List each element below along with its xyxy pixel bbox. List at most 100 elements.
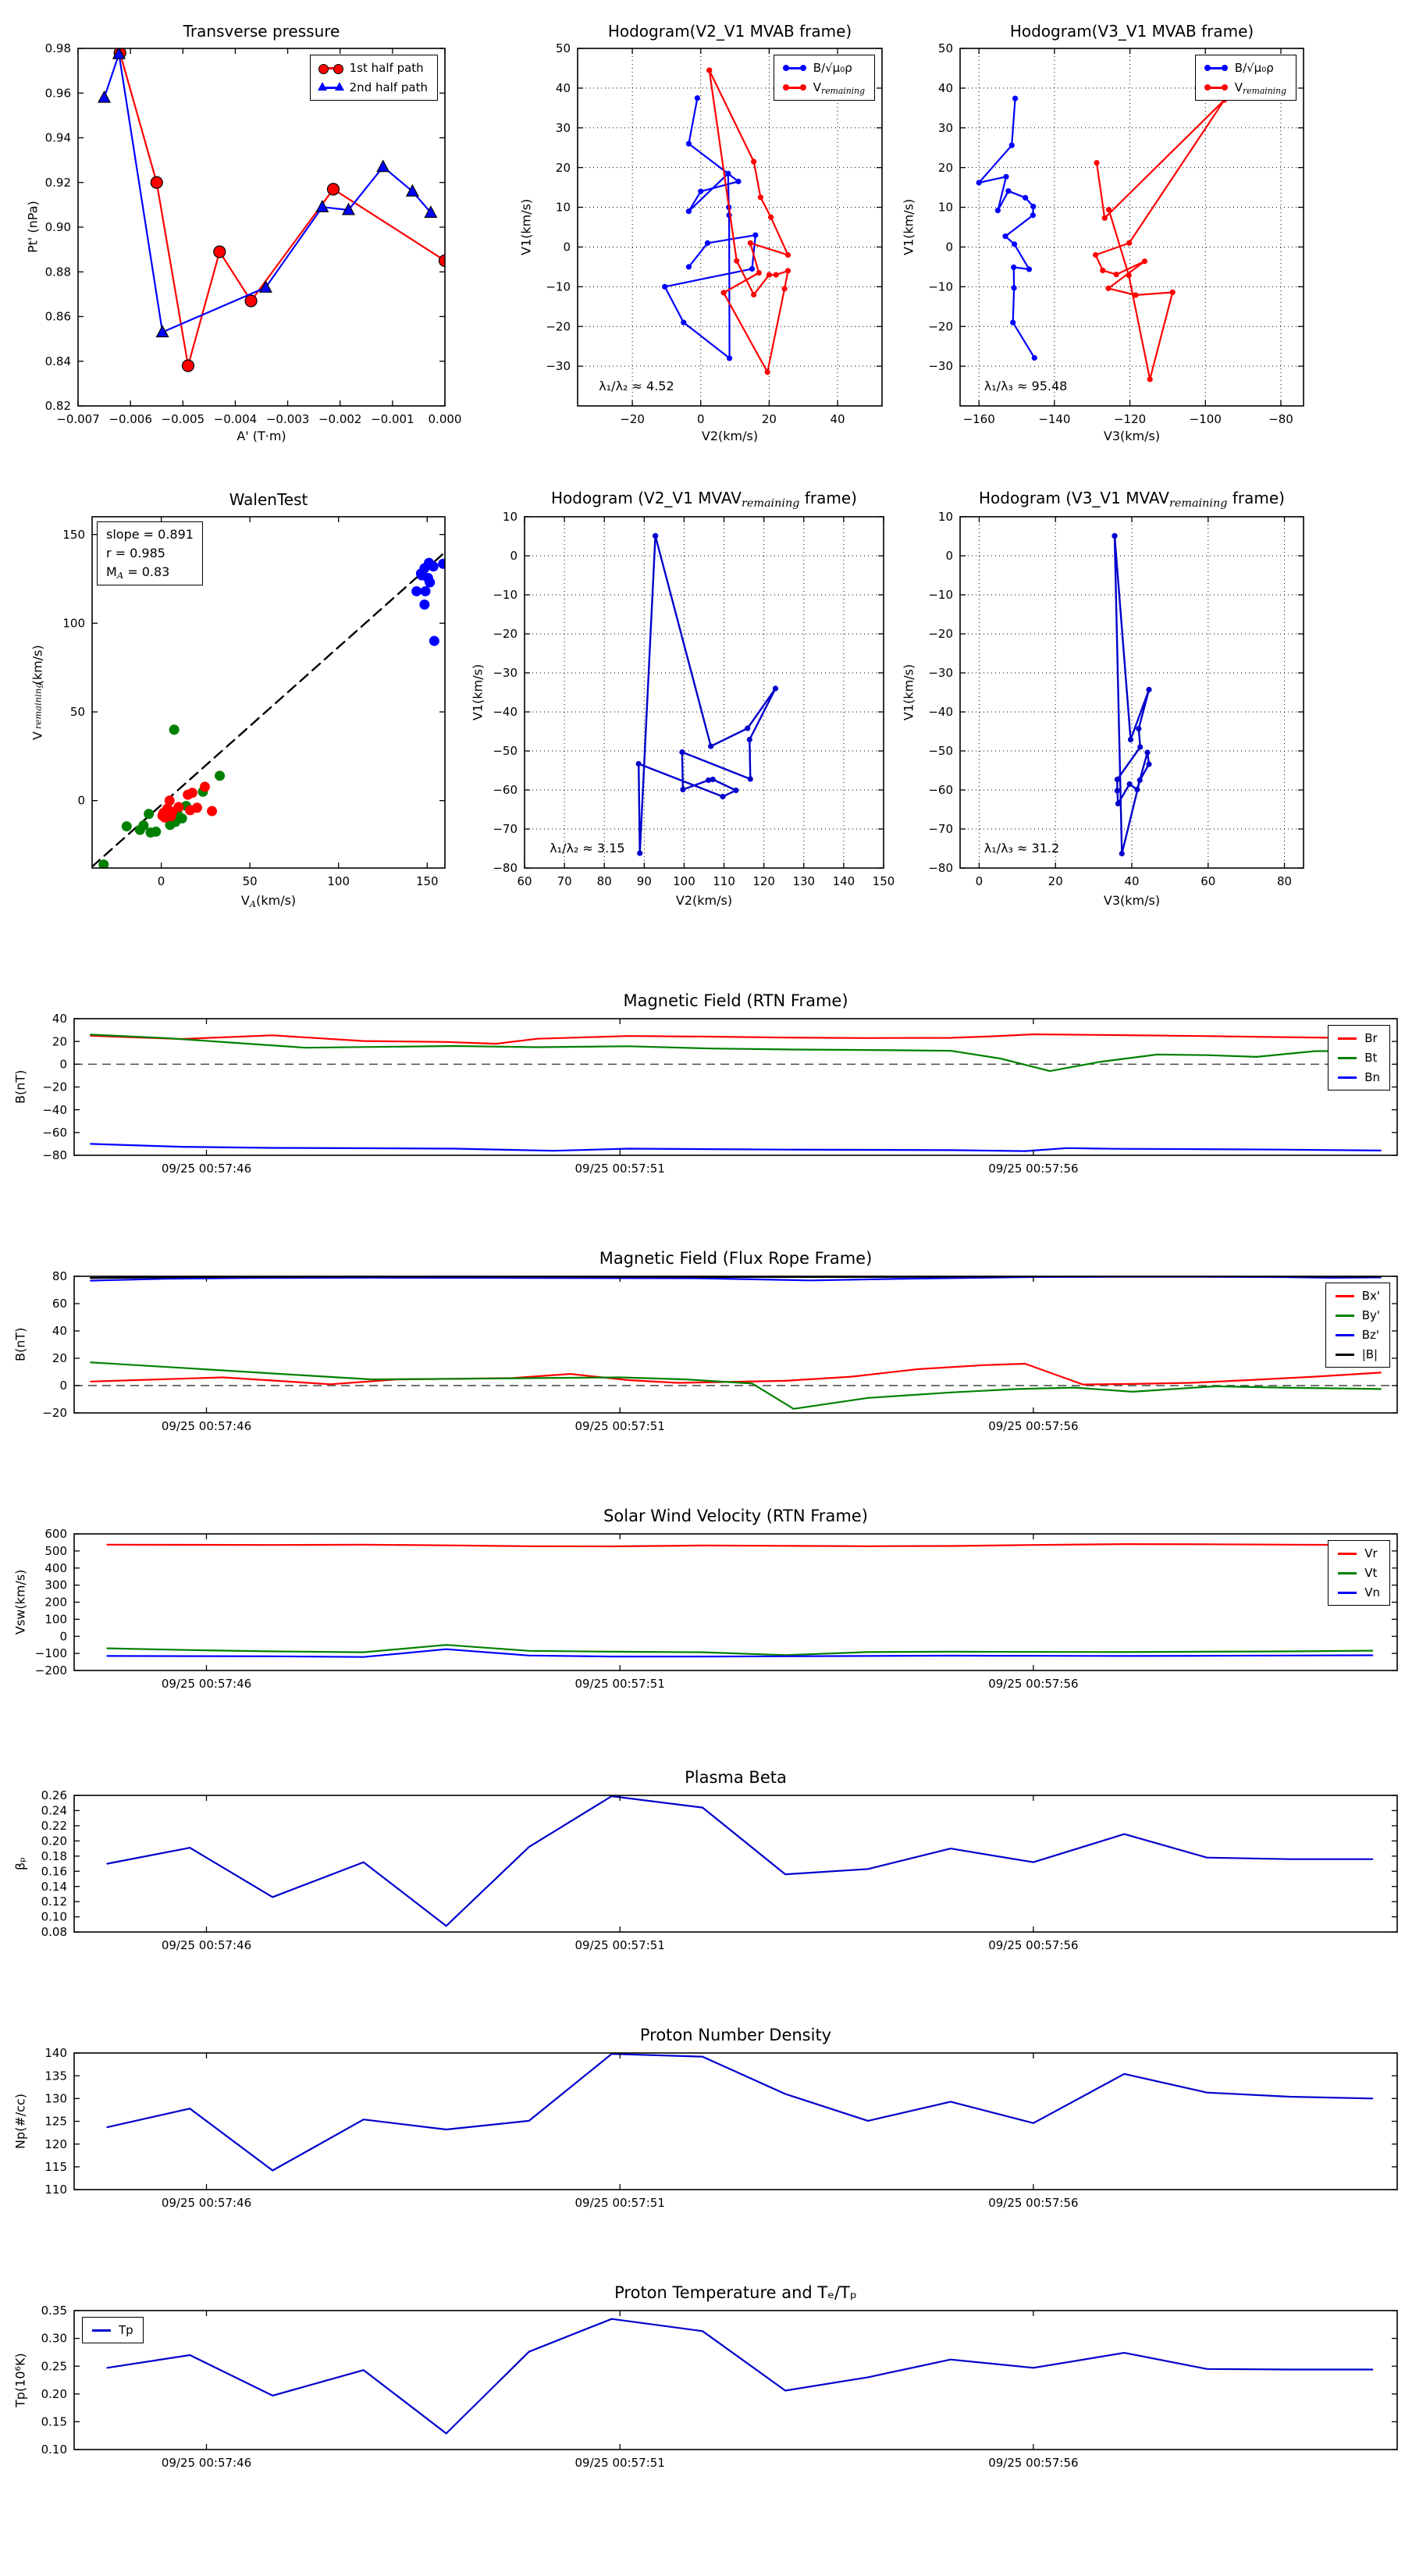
legend-label: |B| (1361, 1347, 1378, 1361)
svg-text:0: 0 (59, 1379, 67, 1393)
svg-text:0.14: 0.14 (41, 1880, 67, 1894)
legend-label: Bz' (1361, 1328, 1379, 1342)
legend: Br Bt Bn (1328, 1025, 1390, 1091)
chart-canvas: 09/25 00:57:46 09/25 00:57:51 09/25 00:57:… (41, 2304, 1398, 2470)
svg-text:−50: −50 (493, 744, 518, 758)
svg-text:0.20: 0.20 (41, 2387, 67, 2401)
fit-stat-line: r = 0.985 (106, 546, 165, 560)
legend-item: Vremaining (782, 80, 865, 97)
legend-item: Bt (1338, 1051, 1380, 1065)
svg-text:60: 60 (1200, 874, 1215, 888)
svg-text:140: 140 (833, 874, 855, 888)
svg-text:110: 110 (713, 874, 735, 888)
legend: Tp (82, 2317, 144, 2343)
svg-text:−20: −20 (546, 319, 571, 333)
legend-label: Br (1364, 1031, 1378, 1045)
svg-text:130: 130 (44, 2091, 67, 2105)
y-axis-label: V1(km/s) (901, 664, 916, 721)
proton-temperature-plot: 09/25 00:57:46 09/25 00:57:51 09/25 00:57:… (41, 2304, 1398, 2470)
svg-text:50: 50 (938, 41, 953, 55)
svg-text:09/25 00:57:56: 09/25 00:57:56 (988, 1419, 1078, 1433)
chart-canvas: −20 0 20 40 −30 −20 −10 0 10 20 30 40 50 (546, 41, 883, 426)
svg-text:20: 20 (52, 1034, 67, 1048)
title-pre: Hodogram (V3_V1 MVAV (979, 489, 1169, 507)
lambda-ratio-annotation: λ₁/λ₂ ≈ 4.52 (599, 378, 674, 393)
svg-text:−20: −20 (42, 1080, 67, 1094)
chart-canvas: 09/25 00:57:46 09/25 00:57:51 09/25 00:57:… (42, 1269, 1398, 1433)
plasma-beta-plot: 09/25 00:57:46 09/25 00:57:51 09/25 00:57:… (41, 1788, 1398, 1952)
svg-text:−20: −20 (493, 627, 518, 641)
svg-text:0.92: 0.92 (45, 176, 71, 190)
y-axis-label: B(nT) (12, 1327, 28, 1362)
legend-label: Vremaining (813, 80, 865, 97)
legend-item: 1st half path (318, 61, 428, 75)
legend-item: |B| (1335, 1347, 1380, 1361)
chart-title: Magnetic Field (Flux Rope Frame) (599, 1249, 873, 1268)
svg-text:−30: −30 (546, 359, 571, 373)
svg-text:−100: −100 (1190, 412, 1222, 426)
title-post: frame) (799, 489, 857, 507)
legend-label: 2nd half path (349, 80, 428, 94)
svg-text:−10: −10 (928, 279, 953, 294)
fit-stat-line: MA = 0.83 (106, 564, 170, 582)
svg-text:0: 0 (510, 549, 518, 563)
solar-wind-velocity-plot: 09/25 00:57:46 09/25 00:57:51 09/25 00:57:… (35, 1527, 1398, 1691)
svg-text:09/25 00:57:51: 09/25 00:57:51 (575, 1419, 665, 1433)
svg-text:−30: −30 (928, 666, 953, 680)
legend-label: Tp (119, 2323, 133, 2337)
svg-text:−200: −200 (35, 1663, 67, 1678)
legend-label: 1st half path (349, 61, 424, 75)
svg-text:0: 0 (59, 1057, 67, 1071)
chart-title: Transverse pressure (183, 22, 340, 41)
xlabel-pre: V (240, 893, 250, 908)
svg-text:09/25 00:57:51: 09/25 00:57:51 (575, 1938, 665, 1952)
x-axis-label: V2(km/s) (701, 429, 759, 443)
chart-title: Hodogram(V2_V1 MVAB frame) (607, 22, 852, 41)
svg-text:09/25 00:57:56: 09/25 00:57:56 (988, 1162, 1078, 1176)
svg-text:0.15: 0.15 (41, 2415, 67, 2429)
svg-text:−40: −40 (493, 705, 518, 719)
legend-label: Vn (1364, 1585, 1380, 1599)
svg-text:0: 0 (563, 240, 571, 254)
y-axis-label: Pt' (nPa) (25, 201, 41, 254)
legend: B/√μ₀ρ Vremaining (1194, 55, 1297, 101)
svg-text:150: 150 (416, 874, 439, 888)
svg-text:100: 100 (327, 874, 350, 888)
svg-text:−20: −20 (42, 1406, 67, 1420)
svg-text:−50: −50 (928, 744, 953, 758)
y-axis-label: Vremaining(km/s) (28, 517, 47, 868)
legend-item: Bn (1338, 1070, 1380, 1084)
svg-text:300: 300 (44, 1578, 67, 1592)
legend-item: Vr (1338, 1546, 1380, 1560)
svg-text:0.25: 0.25 (41, 2359, 67, 2373)
legend-item: 2nd half path (317, 80, 428, 94)
svg-text:−0.006: −0.006 (108, 412, 152, 426)
svg-text:−0.005: −0.005 (162, 412, 205, 426)
svg-text:400: 400 (44, 1561, 67, 1575)
magnetic-field-flux-rope-plot: 09/25 00:57:46 09/25 00:57:51 09/25 00:57:… (42, 1269, 1398, 1433)
svg-text:09/25 00:57:56: 09/25 00:57:56 (988, 1677, 1078, 1691)
svg-text:−0.003: −0.003 (266, 412, 310, 426)
svg-text:200: 200 (44, 1596, 67, 1610)
svg-text:0.10: 0.10 (41, 2443, 67, 2457)
y-axis-label: βₚ (12, 1856, 28, 1871)
svg-text:135: 135 (44, 2069, 67, 2083)
svg-text:0: 0 (697, 412, 705, 426)
svg-text:40: 40 (52, 1324, 67, 1338)
svg-text:0.22: 0.22 (41, 1819, 67, 1833)
legend-item: B/√μ₀ρ (782, 61, 865, 75)
svg-text:100: 100 (44, 1612, 67, 1626)
svg-text:0.30: 0.30 (41, 2332, 67, 2346)
svg-text:40: 40 (52, 1012, 67, 1026)
svg-text:120: 120 (44, 2137, 67, 2151)
svg-text:09/25 00:57:51: 09/25 00:57:51 (575, 2196, 665, 2210)
svg-text:50: 50 (556, 41, 571, 55)
svg-text:−70: −70 (493, 822, 518, 836)
x-axis-label: V2(km/s) (675, 893, 733, 908)
hodogram-v3v1-mvav-plot: 0 20 40 60 80 10 0 −10 −20 −30 −40 −50 −60 −70 −80 λ₁/λ… (928, 510, 1304, 888)
legend-item: B/√μ₀ρ (1204, 61, 1286, 75)
svg-text:09/25 00:57:46: 09/25 00:57:46 (162, 1938, 251, 1952)
svg-text:40: 40 (556, 81, 571, 95)
svg-text:09/25 00:57:51: 09/25 00:57:51 (575, 2456, 665, 2470)
